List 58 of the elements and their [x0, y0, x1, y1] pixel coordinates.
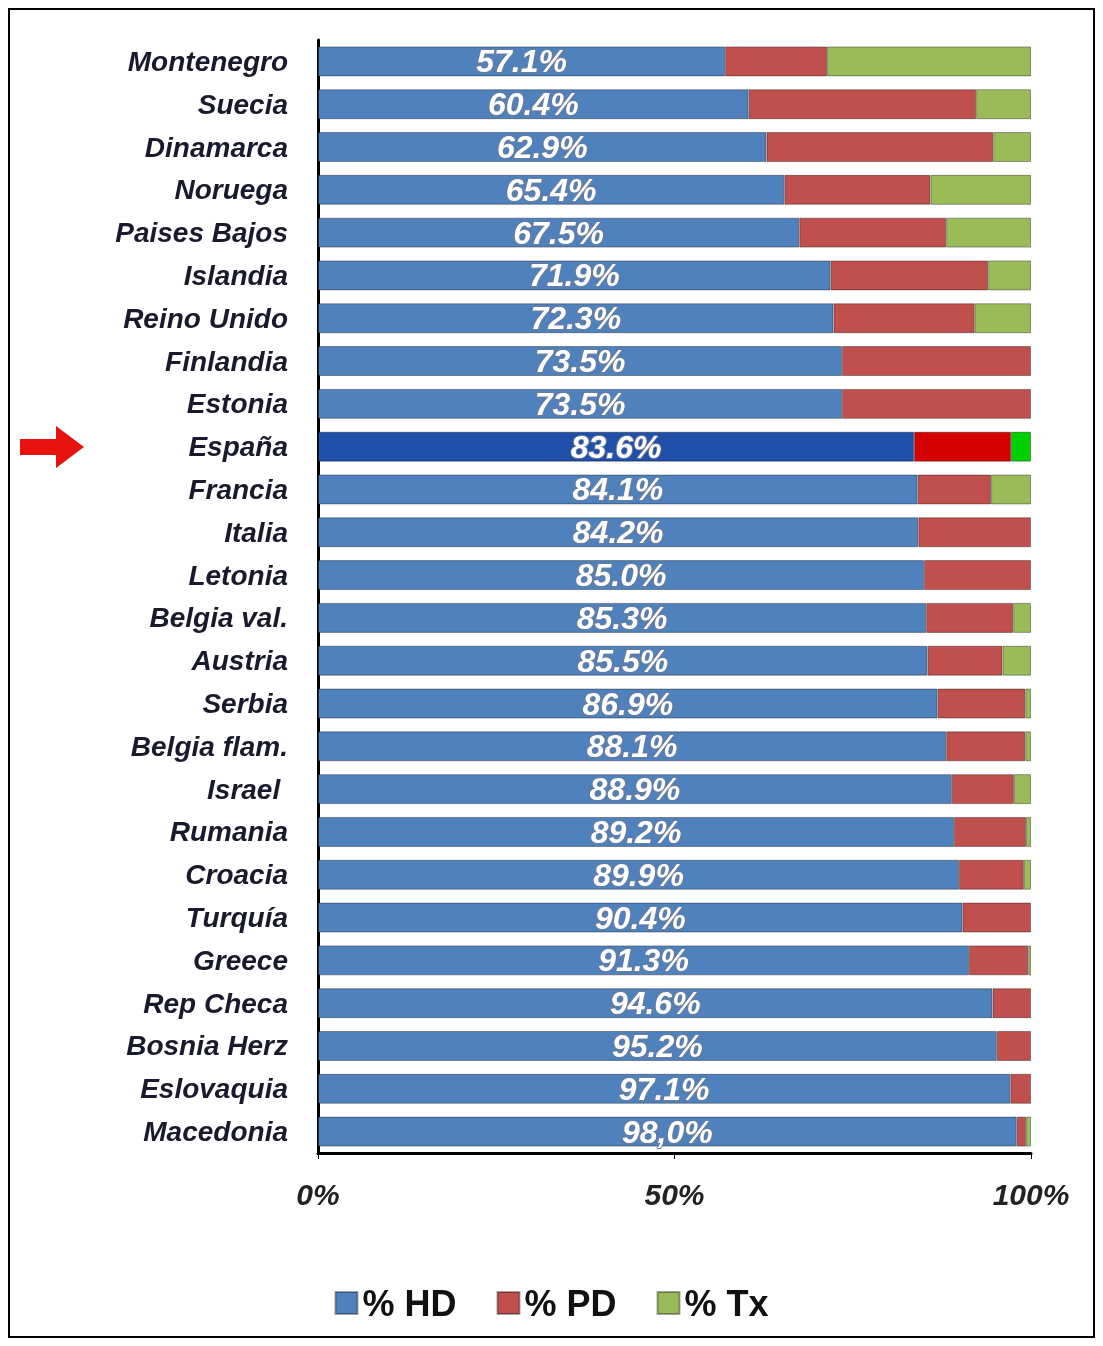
- y-tick-label: Suecia: [197, 88, 288, 120]
- data-label: 98,0%: [622, 1113, 713, 1150]
- data-label: 85.5%: [577, 642, 669, 679]
- y-tick-label: Bosnia Herz: [126, 1030, 288, 1062]
- data-label: 60.4%: [487, 86, 579, 123]
- y-tick-label: Reino Unido: [123, 302, 288, 334]
- y-tick-label: Montenegro: [127, 45, 288, 77]
- data-label: 73.5%: [534, 343, 626, 380]
- y-tick-label: Croacia: [185, 859, 288, 891]
- y-tick-label: Francia: [188, 473, 288, 505]
- y-tick-label: Rumania: [169, 816, 288, 848]
- y-tick-label: Serbia: [202, 688, 288, 720]
- data-label: 57.1%: [476, 43, 567, 80]
- y-tick-label: Belgia flam.: [130, 730, 288, 762]
- data-label: 84.1%: [572, 471, 664, 508]
- y-tick-label: Estonia: [186, 388, 288, 420]
- data-label: 88.1%: [586, 728, 678, 765]
- legend-label: % HD: [362, 1282, 457, 1324]
- y-tick-label: Macedonia: [143, 1116, 288, 1148]
- data-label: 85.3%: [576, 599, 668, 636]
- y-tick-label: Austria: [190, 645, 288, 677]
- y-tick-label: Israel: [207, 773, 288, 805]
- data-label: 86.9%: [582, 685, 674, 722]
- y-tick-label: Belgia val.: [149, 602, 288, 634]
- data-label: 71.9%: [528, 257, 620, 294]
- y-tick-label: Greece: [193, 944, 288, 976]
- y-tick-label: Italia: [224, 516, 288, 548]
- data-label: 72.3%: [530, 300, 622, 337]
- data-label: 89.9%: [593, 856, 684, 893]
- data-label: 83.6%: [570, 428, 662, 465]
- y-tick-label: Turquía: [185, 902, 288, 934]
- y-tick-label: Rep Checa: [143, 987, 288, 1019]
- y-tick-label: Finlandia: [165, 345, 288, 377]
- x-tick-label: 0%: [296, 1177, 340, 1211]
- legend-label: % Tx: [684, 1282, 769, 1324]
- data-label: 91.3%: [598, 942, 689, 979]
- y-tick-label: Dinamarca: [144, 131, 288, 163]
- data-label: 97.1%: [618, 1070, 710, 1107]
- data-label: 89.2%: [590, 813, 682, 850]
- data-label: 94.6%: [609, 985, 701, 1022]
- data-label: 95.2%: [612, 1027, 703, 1064]
- y-tick-label: Paises Bajos: [115, 217, 288, 249]
- data-label: 62.9%: [496, 129, 588, 166]
- data-label: 65.4%: [505, 171, 597, 208]
- x-tick-label: 100%: [992, 1177, 1070, 1211]
- y-tick-label: España: [188, 431, 288, 463]
- data-label: 84.2%: [572, 514, 664, 551]
- data-label: 85.0%: [575, 557, 667, 594]
- y-tick-label: Islandia: [183, 259, 288, 291]
- data-label: 73.5%: [534, 385, 626, 422]
- y-tick-label: Eslovaquia: [140, 1073, 288, 1105]
- data-label: 90.4%: [594, 899, 686, 936]
- x-tick-label: 50%: [644, 1177, 705, 1211]
- data-label: 88.9%: [589, 771, 681, 808]
- y-tick-label: Letonia: [188, 559, 288, 591]
- legend-label: % PD: [524, 1282, 617, 1324]
- data-label: 67.5%: [513, 214, 604, 251]
- y-tick-label: Noruega: [174, 174, 288, 206]
